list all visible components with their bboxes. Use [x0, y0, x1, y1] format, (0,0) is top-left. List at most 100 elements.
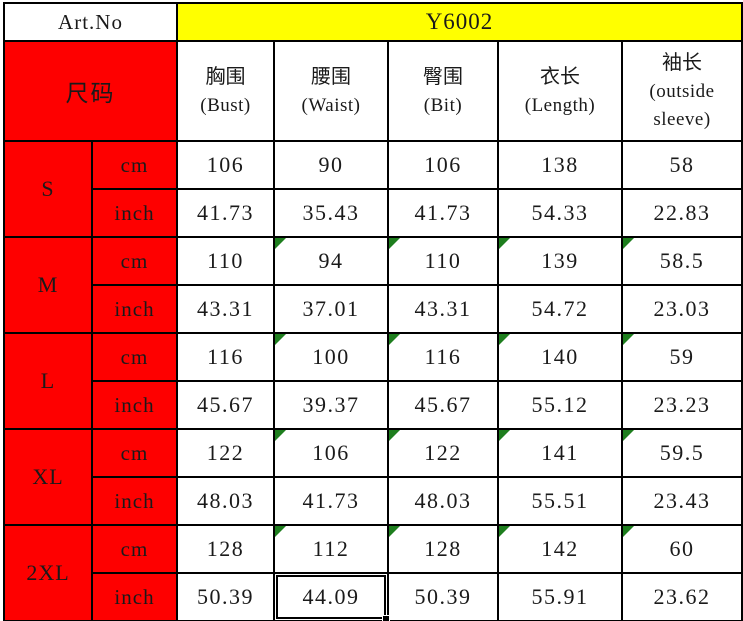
value-cell-2xl-cm-bust[interactable]: 128 [176, 524, 275, 574]
value-cell-m-inch-bust[interactable]: 43.31 [176, 284, 275, 334]
cell-value: 50.39 [414, 584, 472, 609]
unit-cell-l-inch[interactable]: inch [91, 380, 178, 430]
value-cell-s-cm-waist[interactable]: 90 [273, 140, 389, 190]
cell-value: 23.43 [653, 488, 711, 513]
value-cell-m-inch-length[interactable]: 54.72 [497, 284, 623, 334]
value-cell-2xl-inch-hip[interactable]: 50.39 [387, 572, 499, 621]
size-cell-m[interactable]: M [3, 236, 93, 334]
size-cell-xl[interactable]: XL [3, 428, 93, 526]
value-cell-l-cm-hip[interactable]: 116 [387, 332, 499, 382]
value-cell-m-cm-length[interactable]: 139 [497, 236, 623, 286]
unit-cell-xl-inch[interactable]: inch [91, 476, 178, 526]
cell-value: 139 [541, 248, 579, 273]
column-header-waist[interactable]: 腰围 (Waist) [273, 40, 389, 142]
value-cell-l-inch-bust[interactable]: 45.67 [176, 380, 275, 430]
value-cell-xl-inch-length[interactable]: 55.51 [497, 476, 623, 526]
value-cell-l-inch-length[interactable]: 55.12 [497, 380, 623, 430]
unit-cell-xl-cm[interactable]: cm [91, 428, 178, 478]
cell-value: 106 [424, 152, 462, 177]
cell-value: 39.37 [302, 392, 360, 417]
value-cell-xl-cm-hip[interactable]: 122 [387, 428, 499, 478]
value-cell-2xl-inch-bust[interactable]: 50.39 [176, 572, 275, 621]
size-cell-2xl[interactable]: 2XL [3, 524, 93, 621]
value-cell-s-inch-sleeve[interactable]: 22.83 [621, 188, 743, 238]
cell-value: 100 [312, 344, 350, 369]
value-cell-m-cm-hip[interactable]: 110 [387, 236, 499, 286]
unit-cell-2xl-inch[interactable]: inch [91, 572, 178, 621]
value-cell-s-cm-sleeve[interactable]: 58 [621, 140, 743, 190]
error-triangle-icon [623, 334, 634, 345]
value-cell-2xl-inch-sleeve[interactable]: 23.62 [621, 572, 743, 621]
value-cell-xl-cm-sleeve[interactable]: 59.5 [621, 428, 743, 478]
value-cell-l-cm-length[interactable]: 140 [497, 332, 623, 382]
value-cell-xl-inch-waist[interactable]: 41.73 [273, 476, 389, 526]
value-cell-l-cm-bust[interactable]: 116 [176, 332, 275, 382]
unit-cell-l-cm[interactable]: cm [91, 332, 178, 382]
cell-value: 55.91 [531, 584, 589, 609]
unit-cell-s-cm[interactable]: cm [91, 140, 178, 190]
value-cell-2xl-inch-length[interactable]: 55.91 [497, 572, 623, 621]
value-cell-l-inch-waist[interactable]: 39.37 [273, 380, 389, 430]
cell-value: 43.31 [197, 296, 254, 321]
value-cell-m-cm-bust[interactable]: 110 [176, 236, 275, 286]
value-cell-m-inch-waist[interactable]: 37.01 [273, 284, 389, 334]
column-header-length[interactable]: 衣长 (Length) [497, 40, 623, 142]
value-cell-m-inch-hip[interactable]: 43.31 [387, 284, 499, 334]
value-cell-s-inch-length[interactable]: 54.33 [497, 188, 623, 238]
size-cell-s[interactable]: S [3, 140, 93, 238]
size-label-cell[interactable]: 尺码 [3, 40, 178, 142]
value-cell-2xl-inch-waist-selected[interactable]: 44.09 [273, 572, 390, 621]
value-cell-s-cm-length[interactable]: 138 [497, 140, 623, 190]
unit-cell-2xl-cm[interactable]: cm [91, 524, 178, 574]
cell-value: 23.62 [653, 584, 711, 609]
value-cell-s-inch-hip[interactable]: 41.73 [387, 188, 499, 238]
value-cell-m-inch-sleeve[interactable]: 23.03 [621, 284, 743, 334]
error-triangle-icon [499, 238, 510, 249]
art-no-label-cell[interactable]: Art.No [3, 2, 178, 42]
value-cell-xl-cm-bust[interactable]: 122 [176, 428, 275, 478]
error-triangle-icon [499, 430, 510, 441]
size-cell-l[interactable]: L [3, 332, 93, 430]
unit-cell-s-inch[interactable]: inch [91, 188, 178, 238]
value-cell-2xl-cm-length[interactable]: 142 [497, 524, 623, 574]
cell-value: 116 [207, 344, 244, 369]
value-cell-l-inch-sleeve[interactable]: 23.23 [621, 380, 743, 430]
error-triangle-icon [389, 430, 400, 441]
selection-fill-handle[interactable] [382, 615, 390, 621]
value-cell-m-cm-sleeve[interactable]: 58.5 [621, 236, 743, 286]
value-cell-l-cm-waist[interactable]: 100 [273, 332, 389, 382]
cell-value: 122 [206, 440, 245, 465]
value-cell-l-inch-hip[interactable]: 45.67 [387, 380, 499, 430]
cell-value: 43.31 [414, 296, 472, 321]
value-cell-2xl-cm-hip[interactable]: 128 [387, 524, 499, 574]
column-header-sleeve-en: (outside sleeve) [649, 80, 715, 130]
cell-value: 23.03 [653, 296, 711, 321]
value-cell-xl-cm-waist[interactable]: 106 [273, 428, 389, 478]
column-header-hip-cn: 臀围 [423, 65, 463, 88]
value-cell-m-cm-waist[interactable]: 94 [273, 236, 389, 286]
value-cell-xl-cm-length[interactable]: 141 [497, 428, 623, 478]
error-triangle-icon [623, 526, 634, 537]
cell-value: 116 [424, 344, 462, 369]
value-cell-xl-inch-bust[interactable]: 48.03 [176, 476, 275, 526]
value-cell-s-cm-bust[interactable]: 106 [176, 140, 275, 190]
art-no-value-cell[interactable]: Y6002 [176, 2, 743, 42]
column-header-hip[interactable]: 臀围 (Bit) [387, 40, 499, 142]
cell-value: 142 [541, 536, 579, 561]
value-cell-s-inch-bust[interactable]: 41.73 [176, 188, 275, 238]
error-triangle-icon [623, 238, 634, 249]
value-cell-xl-inch-hip[interactable]: 48.03 [387, 476, 499, 526]
value-cell-2xl-cm-sleeve[interactable]: 60 [621, 524, 743, 574]
value-cell-xl-inch-sleeve[interactable]: 23.43 [621, 476, 743, 526]
column-header-sleeve[interactable]: 袖长 (outside sleeve) [621, 40, 743, 142]
value-cell-s-cm-hip[interactable]: 106 [387, 140, 499, 190]
cell-value: 90 [318, 152, 344, 177]
value-cell-s-inch-waist[interactable]: 35.43 [273, 188, 389, 238]
cell-value: 112 [312, 536, 350, 561]
value-cell-l-cm-sleeve[interactable]: 59 [621, 332, 743, 382]
unit-cell-m-inch[interactable]: inch [91, 284, 178, 334]
column-header-bust[interactable]: 胸围 (Bust) [176, 40, 275, 142]
unit-cell-m-cm[interactable]: cm [91, 236, 178, 286]
cell-value: 106 [312, 440, 350, 465]
value-cell-2xl-cm-waist[interactable]: 112 [273, 524, 389, 574]
